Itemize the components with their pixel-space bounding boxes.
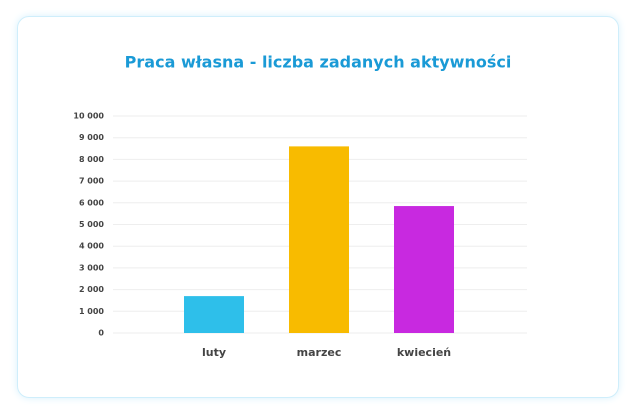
y-tick-label: 2 000 — [79, 285, 104, 294]
y-tick-label: 4 000 — [79, 242, 104, 251]
y-tick-label: 9 000 — [79, 133, 104, 142]
y-tick-label: 3 000 — [79, 263, 104, 272]
y-tick-label: 8 000 — [79, 155, 104, 164]
chart-title: Praca własna - liczba zadanych aktywnośc… — [125, 53, 512, 72]
y-tick-label: 7 000 — [79, 177, 104, 186]
bar — [289, 146, 349, 333]
y-tick-label: 0 — [98, 329, 104, 338]
y-tick-label: 5 000 — [79, 220, 104, 229]
bar — [184, 296, 244, 333]
y-tick-label: 1 000 — [79, 307, 104, 316]
x-tick-label: luty — [202, 346, 226, 359]
bar — [394, 206, 454, 333]
x-tick-label: marzec — [297, 346, 342, 359]
y-tick-label: 10 000 — [73, 112, 104, 121]
x-tick-label: kwiecień — [397, 346, 451, 359]
y-tick-label: 6 000 — [79, 198, 104, 207]
